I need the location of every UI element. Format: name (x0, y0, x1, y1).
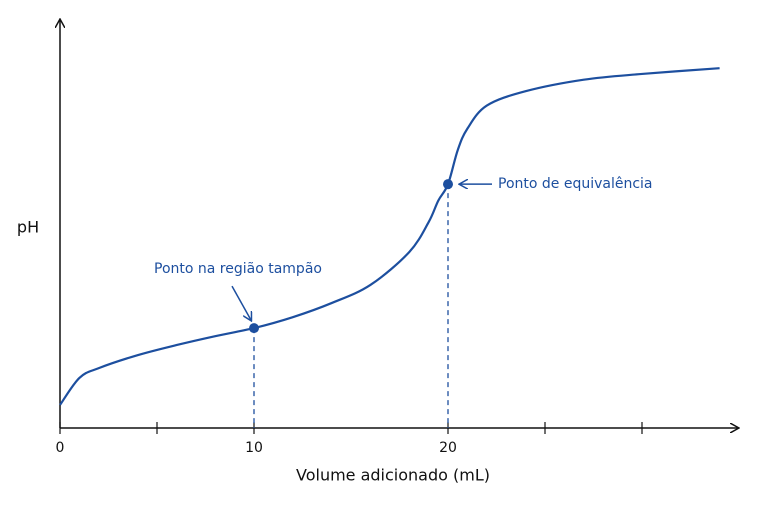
x-tick-label: 20 (439, 440, 457, 456)
x-tick-label: 0 (56, 440, 65, 456)
annotation-arrow (231, 285, 251, 320)
annotation: Ponto na região tampão (154, 261, 322, 277)
y-axis-label: pH (17, 218, 39, 237)
point (249, 323, 259, 334)
x-axis-label: Volume adicionado (mL) (296, 466, 490, 485)
point (443, 179, 453, 190)
x-tick-label: 10 (245, 440, 263, 456)
titration-curve (59, 67, 720, 406)
annotation: Ponto de equivalência (498, 176, 653, 192)
